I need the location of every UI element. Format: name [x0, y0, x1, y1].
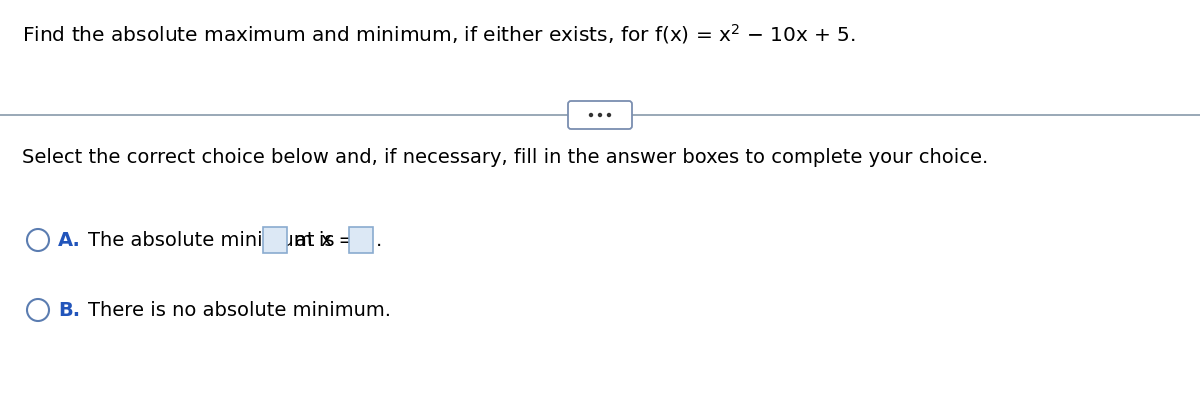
Text: at x =: at x =	[295, 231, 355, 250]
Text: B.: B.	[58, 301, 80, 320]
Text: The absolute minimum is: The absolute minimum is	[88, 231, 335, 250]
Text: There is no absolute minimum.: There is no absolute minimum.	[88, 301, 391, 320]
Ellipse shape	[598, 113, 602, 117]
Text: Select the correct choice below and, if necessary, fill in the answer boxes to c: Select the correct choice below and, if …	[22, 148, 989, 167]
FancyBboxPatch shape	[263, 227, 287, 253]
Ellipse shape	[607, 113, 611, 117]
FancyBboxPatch shape	[568, 101, 632, 129]
Text: Find the absolute maximum and minimum, if either exists, for f(x) = x$^{2}$ $-$ : Find the absolute maximum and minimum, i…	[22, 22, 856, 46]
Text: A.: A.	[58, 231, 80, 250]
Ellipse shape	[28, 299, 49, 321]
FancyBboxPatch shape	[349, 227, 373, 253]
Ellipse shape	[589, 113, 593, 117]
Ellipse shape	[28, 229, 49, 251]
Text: .: .	[376, 231, 383, 250]
